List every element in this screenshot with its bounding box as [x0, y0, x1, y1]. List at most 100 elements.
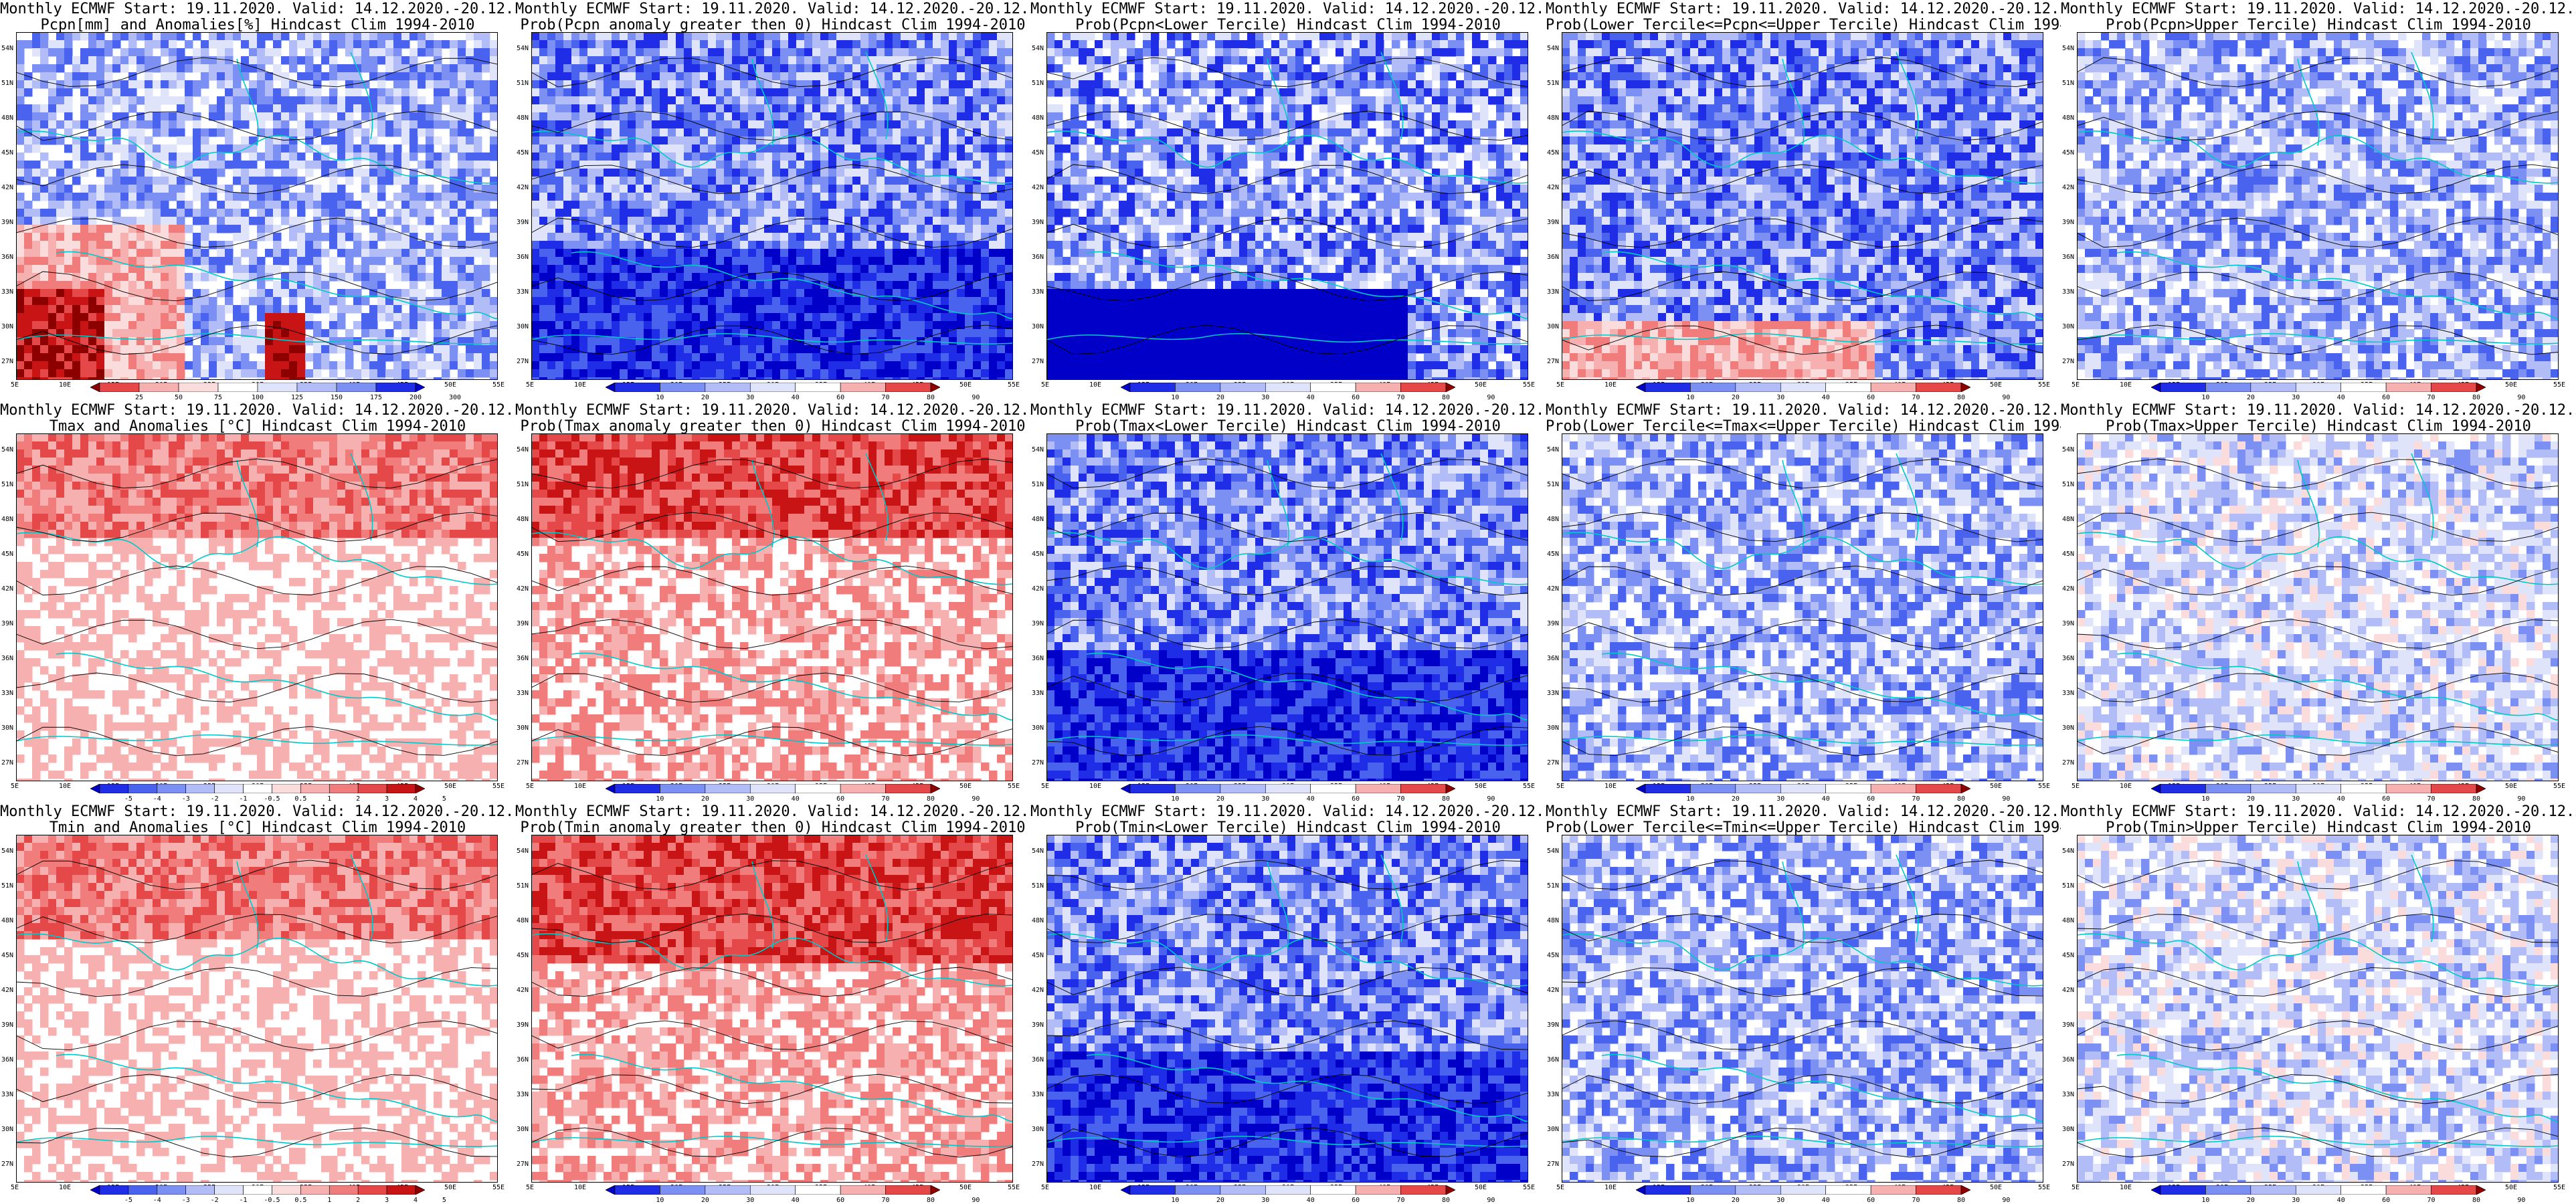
color-bar-tick: 80 — [1957, 394, 1965, 401]
longitude-label: 55E — [1523, 783, 1535, 790]
latitude-label: 42N — [1, 586, 13, 593]
latitude-label: 45N — [517, 551, 529, 558]
latitude-label: 36N — [2062, 656, 2074, 662]
latitude-label: 54N — [2062, 447, 2074, 454]
isoline — [2077, 913, 2559, 944]
isoline — [16, 110, 498, 141]
color-bar-tick: 60 — [836, 1197, 844, 1204]
isoline — [1562, 164, 2043, 195]
latitude-label: 54N — [517, 447, 529, 454]
isoline — [1046, 619, 1528, 649]
latitude-label: 45N — [1032, 952, 1044, 959]
color-bar-tick: 300 — [449, 394, 461, 401]
panel-title: Monthly ECMWF Start: 19.11.2020. Valid: … — [2061, 1, 2576, 33]
panel-title: Monthly ECMWF Start: 19.11.2020. Valid: … — [515, 1, 1030, 33]
map-frame — [16, 433, 498, 781]
latitude-label: 33N — [1, 289, 13, 296]
isoline — [1046, 565, 1528, 596]
forecast-panel: Monthly ECMWF Start: 19.11.2020. Valid: … — [2061, 803, 2576, 1204]
latitude-label: 27N — [2062, 760, 2074, 767]
color-bar-tick: 90 — [2517, 795, 2525, 803]
latitude-label: 39N — [2062, 219, 2074, 226]
color-bar-tick: 3 — [385, 1197, 389, 1204]
panel-title: Monthly ECMWF Start: 19.11.2020. Valid: … — [515, 403, 1030, 435]
latitude-label: 51N — [1, 80, 13, 87]
isoline — [1046, 860, 1528, 890]
color-bar-tick: 30 — [746, 1197, 754, 1204]
latitude-label: 51N — [1032, 80, 1044, 87]
latitude-label: 39N — [1, 1022, 13, 1029]
latitude-label: 51N — [1032, 482, 1044, 488]
longitude-label: 5E — [11, 1185, 19, 1191]
color-bar-tick: 60 — [1352, 394, 1360, 401]
color-bar-tick: 40 — [2337, 1197, 2345, 1204]
longitude-label: 50E — [959, 783, 972, 790]
latitude-label: 42N — [1032, 586, 1044, 593]
color-bar-tick: 150 — [331, 394, 343, 401]
latitude-label: 42N — [517, 586, 529, 593]
isoline — [1562, 217, 2043, 248]
isoline — [16, 726, 498, 757]
latitude-label: 30N — [517, 324, 529, 330]
isoline — [16, 672, 498, 703]
latitude-label: 33N — [1, 690, 13, 697]
color-bar-tick: 90 — [2002, 795, 2010, 803]
latitude-label: 30N — [1547, 324, 1559, 330]
latitude-label: 36N — [2062, 254, 2074, 261]
isoline — [1562, 619, 2043, 649]
forecast-panel: Monthly ECMWF Start: 19.11.2020. Valid: … — [1030, 401, 1546, 803]
latitude-label: 30N — [1547, 1126, 1559, 1133]
latitude-label: 36N — [517, 254, 529, 261]
longitude-label: 55E — [492, 783, 504, 790]
isoline — [16, 914, 498, 944]
latitude-label: 33N — [1547, 1092, 1559, 1098]
latitude-label: 54N — [1, 848, 13, 855]
color-bar-tick: 70 — [1397, 1197, 1405, 1204]
isoline — [16, 217, 498, 248]
isoline — [531, 164, 1013, 195]
latitude-label: 36N — [2062, 1057, 2074, 1064]
color-bar-tick: 70 — [2427, 795, 2435, 803]
latitude-label: 33N — [1032, 289, 1044, 296]
latitude-label: 51N — [2062, 482, 2074, 488]
longitude-label: 55E — [2038, 1185, 2050, 1191]
latitude-label: 30N — [2062, 725, 2074, 732]
color-bar — [2151, 1185, 2486, 1195]
latitude-label: 27N — [1547, 1161, 1559, 1168]
color-bar-tick: 40 — [1822, 394, 1830, 401]
panel-title: Monthly ECMWF Start: 19.11.2020. Valid: … — [1030, 403, 1546, 435]
latitude-label: 45N — [1032, 150, 1044, 157]
latitude-label: 45N — [517, 150, 529, 157]
forecast-panel: Monthly ECMWF Start: 19.11.2020. Valid: … — [1030, 0, 1546, 402]
latitude-label: 39N — [1547, 219, 1559, 226]
longitude-label: 50E — [444, 1185, 456, 1191]
color-bar-tick: -4 — [153, 1197, 161, 1204]
latitude-label: 27N — [1547, 760, 1559, 767]
isoline — [1046, 458, 1528, 489]
map-frame — [2077, 433, 2559, 781]
color-bar-tick: 25 — [135, 394, 143, 401]
forecast-map — [1046, 433, 1528, 781]
isoline — [1562, 1020, 2043, 1051]
latitude-label: 54N — [1547, 45, 1559, 52]
longitude-label: 50E — [444, 783, 456, 790]
forecast-panel: Monthly ECMWF Start: 19.11.2020. Valid: … — [2061, 0, 2576, 402]
longitude-label: 50E — [2505, 1185, 2517, 1191]
latitude-label: 42N — [2062, 586, 2074, 593]
latitude-label: 30N — [517, 1126, 529, 1133]
latitude-label: 42N — [1, 987, 13, 994]
longitude-label: 50E — [1475, 382, 1487, 389]
latitude-label: 39N — [1547, 1022, 1559, 1029]
color-bar-tick: 20 — [1732, 394, 1740, 401]
isoline — [1562, 110, 2043, 141]
latitude-label: 33N — [1547, 289, 1559, 296]
color-bar — [90, 1185, 425, 1195]
isoline — [531, 217, 1013, 248]
isoline — [2077, 672, 2559, 703]
color-bar-tick: 80 — [1957, 795, 1965, 803]
color-bar-tick: 40 — [1822, 1197, 1830, 1204]
isoline — [531, 57, 1013, 88]
color-bar-tick: 80 — [2472, 1197, 2480, 1204]
panel-title: Monthly ECMWF Start: 19.11.2020. Valid: … — [1030, 1, 1546, 33]
latitude-label: 45N — [2062, 150, 2074, 157]
